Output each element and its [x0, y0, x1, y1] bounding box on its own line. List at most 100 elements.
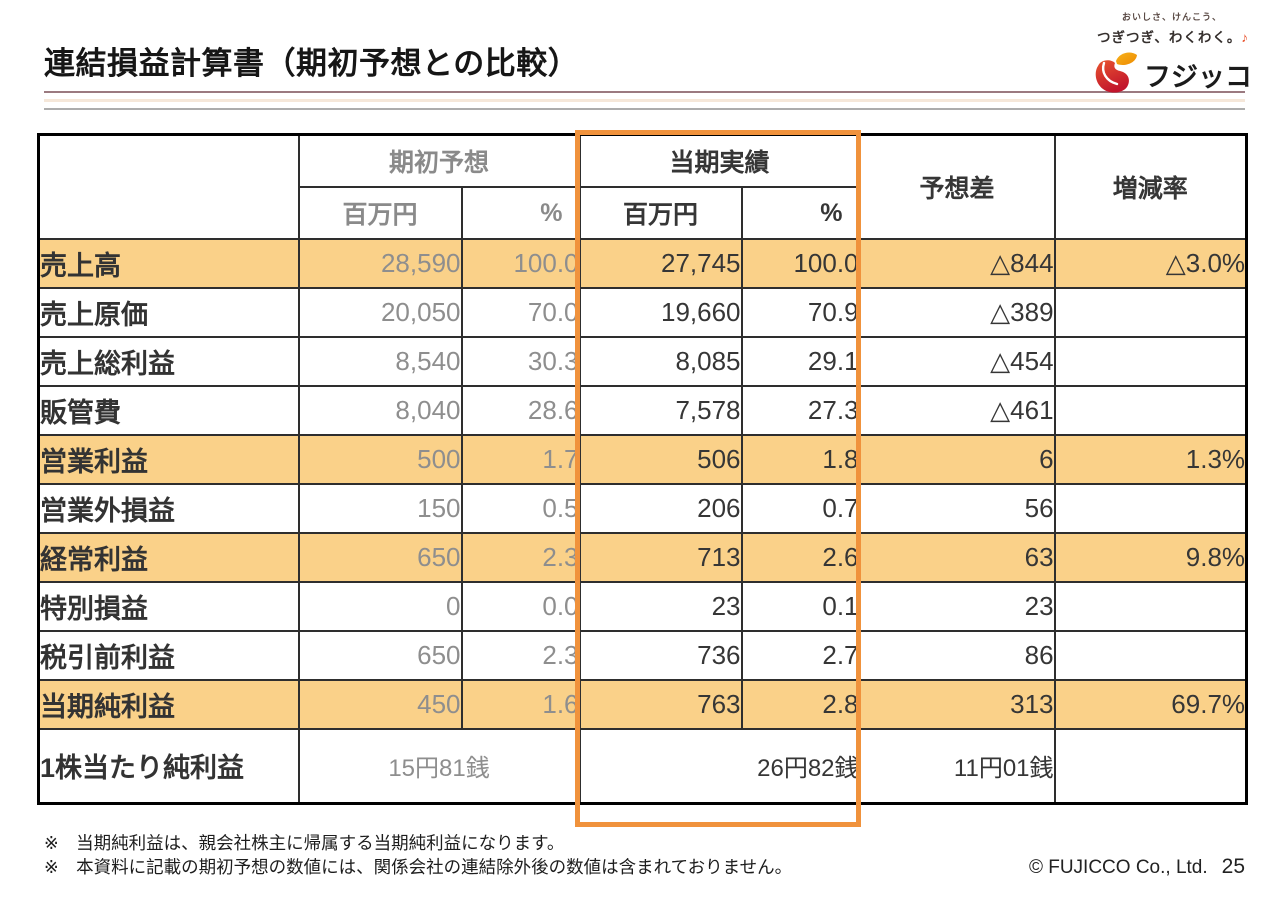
title-rule-middle: [44, 99, 1245, 102]
diff-value: 23: [858, 581, 1056, 632]
forecast-percent-value: 2.3: [460, 532, 581, 583]
diff-value: 86: [858, 630, 1056, 681]
eps-diff-value: 11円01銭: [858, 728, 1056, 804]
rate-value: [1053, 385, 1248, 436]
table-row: 販管費 8,040 28.6 7,578 27.3 △461: [37, 385, 1248, 436]
forecast-million-value: 650: [297, 532, 463, 583]
actual-percent-value: 0.1: [740, 581, 861, 632]
rate-value: [1053, 581, 1248, 632]
actual-million-value: 736: [578, 630, 743, 681]
actual-percent-unit-header: %: [740, 186, 861, 240]
forecast-million-value: 20,050: [297, 287, 463, 338]
forecast-million-value: 150: [297, 483, 463, 534]
row-label: 当期純利益: [37, 679, 300, 730]
corner-header-cell: [37, 133, 300, 240]
sound-mark-icon: ♪: [1241, 30, 1250, 45]
actual-million-value: 19,660: [578, 287, 743, 338]
footnote-line: ※ 本資料に記載の期初予想の数値には、関係会社の連結除外後の数値は含まれておりま…: [44, 857, 793, 877]
forecast-percent-value: 2.3: [460, 630, 581, 681]
diff-value: 6: [858, 434, 1056, 485]
actual-million-value: 763: [578, 679, 743, 730]
rate-value: [1053, 630, 1248, 681]
rate-header: 増減率: [1053, 133, 1248, 240]
rate-value: 9.8%: [1053, 532, 1248, 583]
forecast-percent-value: 100.0: [460, 238, 581, 289]
forecast-million-value: 450: [297, 679, 463, 730]
footnote-line: ※ 当期純利益は、親会社株主に帰属する当期純利益になります。: [44, 833, 565, 853]
actual-percent-value: 70.9: [740, 287, 861, 338]
brand-logo: おいしさ、けんこう、 つぎつぎ、わくわく。♪: [1095, 10, 1252, 99]
diff-value: △844: [858, 238, 1056, 289]
income-statement-table: 期初予想 当期実績 予想差 増減率 百万円 % 百万円 % 売上高 28,590 1…: [37, 133, 1249, 805]
forecast-percent-unit-header: %: [460, 186, 581, 240]
brand-name: フジッコ: [1144, 62, 1252, 92]
table-row: 税引前利益 650 2.3 736 2.7 86: [37, 630, 1248, 681]
slide-footer: © FUJICCO Co., Ltd. 25: [1029, 855, 1245, 879]
actual-percent-value: 0.7: [740, 483, 861, 534]
forecast-percent-value: 70.0: [460, 287, 581, 338]
actual-million-unit-header: 百万円: [578, 186, 743, 240]
actual-percent-value: 2.6: [740, 532, 861, 583]
forecast-million-value: 500: [297, 434, 463, 485]
table-header-row-units: 百万円 % 百万円 %: [39, 186, 1247, 240]
actual-million-value: 713: [578, 532, 743, 583]
table-row: 特別損益 0 0.0 23 0.1 23: [37, 581, 1248, 632]
forecast-percent-value: 30.3: [460, 336, 581, 387]
forecast-percent-value: 28.6: [460, 385, 581, 436]
forecast-percent-value: 1.6: [460, 679, 581, 730]
table-row: 売上原価 20,050 70.0 19,660 70.9 △389: [37, 287, 1248, 338]
forecast-million-value: 650: [297, 630, 463, 681]
forecast-percent-value: 0.0: [460, 581, 581, 632]
forecast-million-value: 0: [297, 581, 463, 632]
brand-tagline-line2: つぎつぎ、わくわく。♪: [1097, 30, 1250, 45]
actual-million-value: 27,745: [578, 238, 743, 289]
rate-value: [1053, 287, 1248, 338]
rate-value: [1053, 483, 1248, 534]
actual-percent-value: 2.8: [740, 679, 861, 730]
income-table-body: 売上高 28,590 100.0 27,745 100.0 △844 △3.0% 売上原価 20…: [37, 238, 1248, 730]
actual-percent-value: 27.3: [740, 385, 861, 436]
rate-value: △3.0%: [1053, 238, 1248, 289]
row-label: 売上総利益: [37, 336, 300, 387]
brand-tagline-line1: おいしさ、けんこう、: [1121, 12, 1222, 22]
diff-header: 予想差: [858, 133, 1056, 240]
actual-percent-value: 29.1: [740, 336, 861, 387]
title-rule-top: [44, 91, 1245, 93]
forecast-million-value: 8,040: [297, 385, 463, 436]
actual-million-value: 8,085: [578, 336, 743, 387]
eps-actual-value: 26円82銭: [578, 728, 861, 804]
title-rule-bottom: [44, 108, 1245, 110]
row-label: 売上高: [37, 238, 300, 289]
diff-value: △461: [858, 385, 1056, 436]
row-label: 1株当たり純利益: [37, 728, 300, 804]
forecast-million-value: 8,540: [297, 336, 463, 387]
copyright-text: © FUJICCO Co., Ltd.: [1028, 857, 1208, 878]
diff-value: △389: [858, 287, 1056, 338]
forecast-million-unit-header: 百万円: [297, 186, 463, 240]
forecast-percent-value: 1.7: [460, 434, 581, 485]
eps-forecast-value: 15円81銭: [297, 728, 581, 804]
actual-million-value: 23: [578, 581, 743, 632]
page-title: 連結損益計算書（期初予想との比較）: [44, 46, 580, 81]
actual-percent-value: 1.8: [740, 434, 861, 485]
row-label: 税引前利益: [37, 630, 300, 681]
table-header-row-groups: 期初予想 当期実績 予想差 増減率: [37, 133, 1248, 240]
row-label: 営業利益: [37, 434, 300, 485]
table-row: 売上高 28,590 100.0 27,745 100.0 △844 △3.0%: [37, 238, 1248, 289]
fujicco-bean-logo-icon: [1092, 50, 1138, 99]
table-row: 売上総利益 8,540 30.3 8,085 29.1 △454: [37, 336, 1248, 387]
rate-value: 1.3%: [1053, 434, 1248, 485]
forecast-group-header: 期初予想: [297, 133, 581, 188]
table-row: 営業外損益 150 0.5 206 0.7 56: [37, 483, 1248, 534]
footnotes: ※ 当期純利益は、親会社株主に帰属する当期純利益になります。 ※ 本資料に記載の…: [44, 831, 792, 879]
diff-value: △454: [858, 336, 1056, 387]
row-label: 営業外損益: [37, 483, 300, 534]
actual-percent-value: 2.7: [740, 630, 861, 681]
actual-million-value: 206: [578, 483, 743, 534]
table-row: 当期純利益 450 1.6 763 2.8 313 69.7%: [37, 679, 1248, 730]
rate-value: [1053, 336, 1248, 387]
diff-value: 313: [858, 679, 1056, 730]
rate-value: 69.7%: [1053, 679, 1248, 730]
forecast-percent-value: 0.5: [460, 483, 581, 534]
